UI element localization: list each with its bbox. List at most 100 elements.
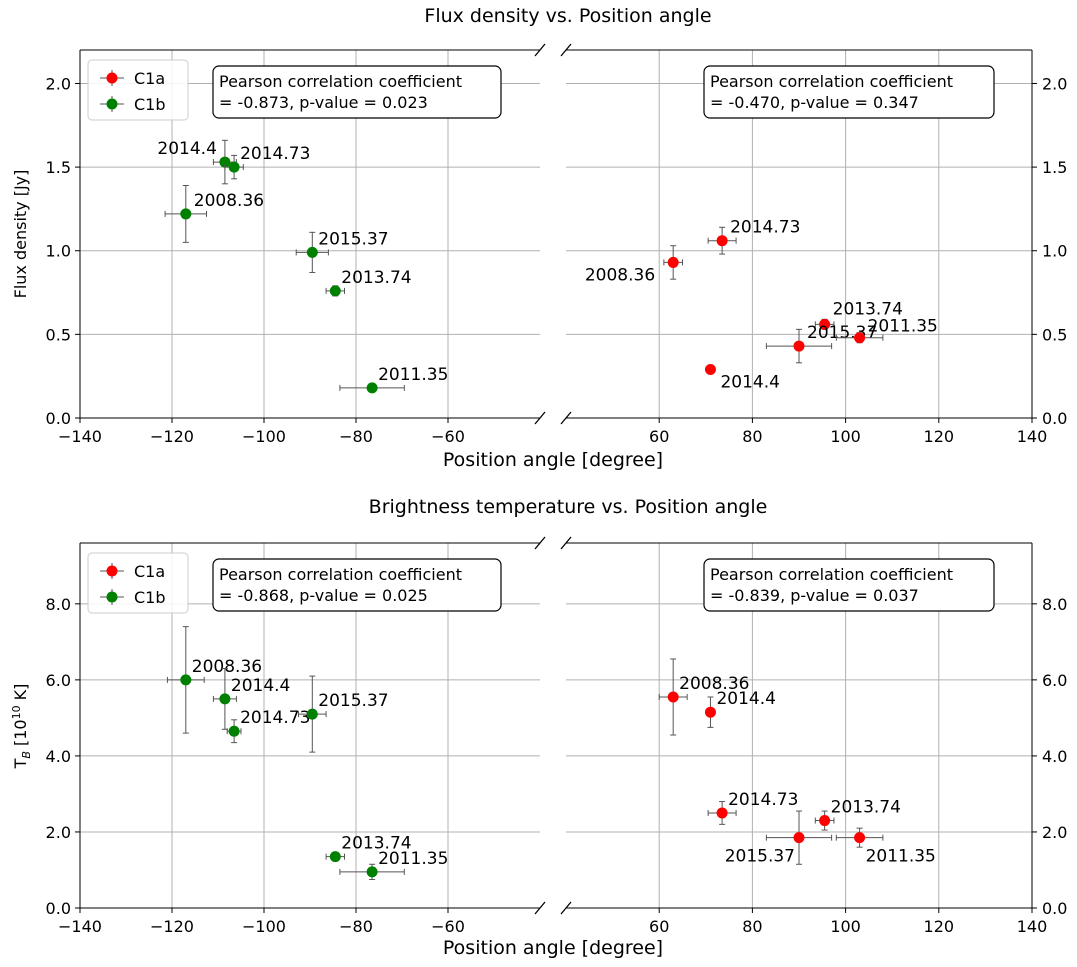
correlation-text: = -0.839, p-value = 0.037 xyxy=(710,586,919,605)
x-tick-label: −140 xyxy=(58,427,102,446)
marker-C1b xyxy=(329,851,341,863)
data-point-C1b-2011.35: 2011.35 xyxy=(339,365,448,394)
chart-0: Flux density vs. Position angle 0.0 0.0 0.5… xyxy=(11,5,1067,471)
point-label: 2015.37 xyxy=(318,229,388,249)
legend-marker xyxy=(106,72,118,84)
x-tick-label: −80 xyxy=(339,917,373,936)
legend-label: C1a xyxy=(134,69,165,88)
chart-title: Flux density vs. Position angle xyxy=(424,5,711,27)
point-label: 2013.74 xyxy=(833,299,903,319)
y-tick-label-right: 2.0 xyxy=(1042,74,1067,93)
marker-C1b xyxy=(180,674,192,686)
marker-C1a xyxy=(667,256,679,268)
data-point-C1a-2014.73: 2014.73 xyxy=(707,790,798,825)
data-point-C1b-2014.73: 2014.73 xyxy=(226,708,310,744)
x-tick-label: 120 xyxy=(924,917,955,936)
x-tick-label: 100 xyxy=(830,427,861,446)
data-point-C1a-2008.36: 2008.36 xyxy=(585,245,683,285)
data-point-C1a-2013.74: 2013.74 xyxy=(814,299,903,330)
point-label: 2011.35 xyxy=(378,365,448,385)
x-tick-label: −120 xyxy=(150,917,194,936)
point-label: 2013.74 xyxy=(341,834,411,854)
point-label: 2014.73 xyxy=(240,708,310,728)
marker-C1a xyxy=(793,832,805,844)
y-tick-label: 8.0 xyxy=(46,595,71,614)
y-tick-label-right: 1.0 xyxy=(1042,242,1067,261)
chart-1: Brightness temperature vs. Position angl… xyxy=(10,496,1067,959)
data-point-C1b-2015.37: 2015.37 xyxy=(298,675,389,753)
correlation-text: Pearson correlation coefficient xyxy=(710,72,953,91)
point-label: 2014.73 xyxy=(728,790,798,810)
data-point-C1b-2008.36: 2008.36 xyxy=(166,626,262,734)
y-tick-label-right: 0.0 xyxy=(1042,899,1067,918)
x-tick-label: −100 xyxy=(242,917,286,936)
y-tick-label: 6.0 xyxy=(46,671,71,690)
marker-C1a xyxy=(793,340,805,352)
marker-C1a xyxy=(704,706,716,718)
marker-C1a xyxy=(667,691,679,703)
y-tick-label-right: 8.0 xyxy=(1042,595,1067,614)
correlation-box: Pearson correlation coefficient = -0.868,… xyxy=(212,558,502,612)
point-label: 2014.4 xyxy=(720,372,779,392)
x-tick-label: 140 xyxy=(1017,917,1048,936)
y-tick-label-right: 2.0 xyxy=(1042,823,1067,842)
data-point-C1a-2011.35: 2011.35 xyxy=(835,827,936,867)
marker-C1a xyxy=(716,235,728,247)
x-tick-label: −60 xyxy=(431,917,465,936)
data-point-C1a-2014.4: 2014.4 xyxy=(704,689,776,728)
marker-C1a xyxy=(704,363,716,375)
marker-C1b xyxy=(306,708,318,720)
x-tick-label: −80 xyxy=(339,427,373,446)
y-axis-label: Flux density [Jy] xyxy=(11,170,30,299)
data-point-C1b-2015.37: 2015.37 xyxy=(295,229,389,273)
marker-C1b xyxy=(228,725,240,737)
marker-C1b xyxy=(219,693,231,705)
data-point-C1a-2008.36: 2008.36 xyxy=(658,658,749,736)
marker-C1b xyxy=(219,156,231,168)
marker-C1a xyxy=(854,832,866,844)
marker-C1a xyxy=(716,807,728,819)
legend-label: C1b xyxy=(134,588,166,607)
y-tick-label: 0.5 xyxy=(46,325,71,344)
y-axis-label: TB [1010 K] xyxy=(10,684,33,770)
x-tick-label: −60 xyxy=(431,427,465,446)
x-tick-label: 140 xyxy=(1017,427,1048,446)
data-point-C1a-2013.74: 2013.74 xyxy=(814,798,901,831)
data-point-C1b-2013.74: 2013.74 xyxy=(325,268,412,297)
x-axis-label: Position angle [degree] xyxy=(443,449,663,471)
correlation-box: Pearson correlation coefficient = -0.470,… xyxy=(703,65,995,119)
legend-label: C1b xyxy=(134,95,166,114)
x-tick-label: 60 xyxy=(649,917,669,936)
y-tick-label: 0.0 xyxy=(46,899,71,918)
correlation-text: = -0.470, p-value = 0.347 xyxy=(710,93,919,112)
y-tick-label: 2.0 xyxy=(46,74,71,93)
data-point-C1a-2014.4: 2014.4 xyxy=(704,363,780,392)
marker-C1a xyxy=(854,332,866,344)
point-label: 2015.37 xyxy=(725,847,795,867)
axis-break-mark xyxy=(534,901,546,915)
x-tick-label: 60 xyxy=(649,427,669,446)
x-tick-label: 80 xyxy=(742,917,762,936)
marker-C1b xyxy=(306,246,318,258)
point-label: 2008.36 xyxy=(192,657,262,677)
y-tick-label: 1.0 xyxy=(46,242,71,261)
y-tick-label: 2.0 xyxy=(46,823,71,842)
point-label: 2014.73 xyxy=(730,218,800,238)
point-label: 2008.36 xyxy=(585,265,655,285)
marker-C1a xyxy=(819,318,831,330)
axis-break-mark xyxy=(560,411,572,425)
axis-break-mark xyxy=(560,536,572,550)
correlation-text: Pearson correlation coefficient xyxy=(219,72,462,91)
point-label: 2011.35 xyxy=(378,849,448,869)
data-point-C1b-2014.4: 2014.4 xyxy=(157,139,237,185)
legend-marker xyxy=(106,565,118,577)
marker-C1b xyxy=(228,161,240,173)
point-label: 2014.73 xyxy=(240,144,310,164)
axis-break-mark xyxy=(534,411,546,425)
point-label: 2013.74 xyxy=(341,268,411,288)
x-tick-label: −100 xyxy=(242,427,286,446)
marker-C1b xyxy=(180,208,192,220)
